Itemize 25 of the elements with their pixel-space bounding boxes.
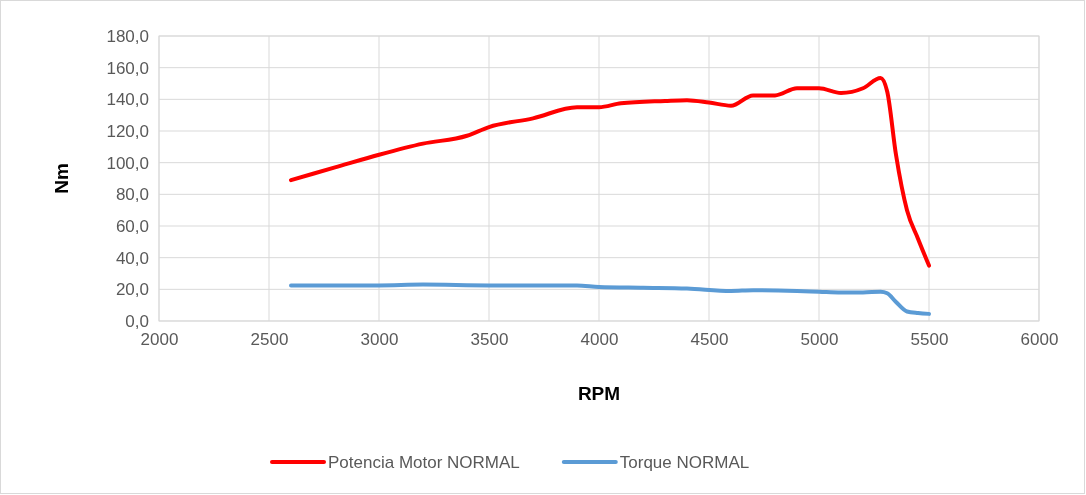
x-tick-label: 4000 (580, 330, 619, 350)
y-tick-label: 60,0 (115, 216, 149, 236)
x-tick-label: 3000 (360, 330, 399, 350)
legend-label: Potencia Motor NORMAL (328, 453, 520, 472)
x-tick-label: 3500 (470, 330, 509, 350)
y-tick-label: 20,0 (115, 280, 149, 300)
y-tick-label: 0,0 (125, 311, 149, 331)
x-tick-label: 5000 (800, 330, 839, 350)
y-tick-label: 40,0 (115, 248, 149, 268)
x-tick-label: 2000 (140, 330, 179, 350)
x-tick-label: 6000 (1020, 330, 1059, 350)
y-tick-label: 140,0 (106, 90, 149, 110)
x-tick-label: 5500 (910, 330, 949, 350)
y-tick-label: 160,0 (106, 58, 149, 78)
y-tick-label: 100,0 (106, 153, 149, 173)
x-tick-label: 2500 (250, 330, 289, 350)
x-axis-title: RPM (577, 383, 621, 404)
x-tick-label: 4500 (690, 330, 729, 350)
y-tick-label: 80,0 (115, 185, 149, 205)
line-series (289, 282, 931, 316)
legend-label: Torque NORMAL (619, 453, 750, 472)
y-tick-label: 180,0 (106, 26, 149, 46)
y-tick-label: 120,0 (106, 121, 149, 141)
y-axis-title: Nm (51, 163, 72, 194)
line-series (289, 75, 931, 268)
